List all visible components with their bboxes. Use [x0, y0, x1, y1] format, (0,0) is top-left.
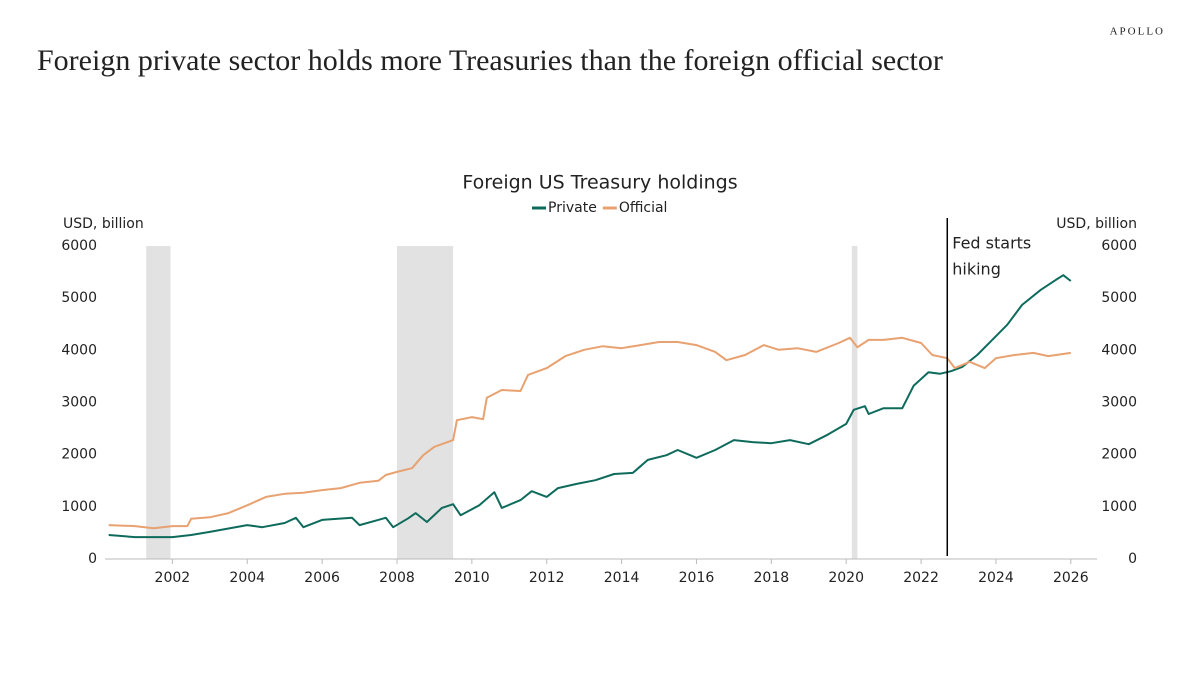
- annotation-text: Fed starts: [952, 234, 1031, 253]
- y-tick-label: 6000: [61, 238, 97, 254]
- y-tick-label: 3000: [61, 395, 97, 411]
- x-tick-label: 2012: [529, 570, 565, 586]
- shaded-period: [396, 246, 454, 559]
- series-line: [108, 336, 1071, 530]
- y-tick-label: 4000: [61, 342, 97, 358]
- chart-title: Foreign US Treasury holdings: [462, 172, 737, 194]
- y-tick-label: 1000: [61, 499, 97, 515]
- x-tick-label: 2006: [304, 570, 340, 586]
- x-tick-label: 2018: [754, 570, 790, 586]
- x-tick-label: 2024: [978, 570, 1014, 586]
- x-tick-label: 2002: [155, 570, 191, 586]
- y2-tick-label: 4000: [1101, 342, 1137, 358]
- y2-axis-label: USD, billion: [1056, 216, 1137, 232]
- headline: Foreign private sector holds more Treasu…: [37, 44, 943, 77]
- y2-tick-label: 3000: [1101, 395, 1137, 411]
- y-tick-label: 5000: [61, 290, 97, 306]
- x-tick-label: 2014: [604, 570, 640, 586]
- x-tick-label: 2008: [379, 570, 415, 586]
- x-tick-label: 2022: [903, 570, 939, 586]
- y2-tick-label: 0: [1128, 551, 1137, 567]
- y2-tick-label: 1000: [1101, 499, 1137, 515]
- y-tick-label: 2000: [61, 447, 97, 463]
- brand: APOLLO: [1110, 26, 1165, 38]
- y-tick-label: 0: [88, 551, 97, 567]
- y2-tick-label: 5000: [1101, 290, 1137, 306]
- legend-label: Private: [548, 200, 597, 216]
- shaded-period: [851, 246, 858, 559]
- x-tick-label: 2010: [454, 570, 490, 586]
- x-tick-label: 2016: [679, 570, 715, 586]
- x-tick-label: 2026: [1053, 570, 1089, 586]
- shaded-period: [146, 246, 171, 559]
- series-line: [108, 274, 1072, 539]
- x-tick-label: 2004: [229, 570, 265, 586]
- y-axis-label: USD, billion: [63, 216, 144, 232]
- legend-label: Official: [619, 200, 668, 216]
- y2-tick-label: 6000: [1101, 238, 1137, 254]
- x-tick-label: 2020: [828, 570, 864, 586]
- annotation-text: hiking: [952, 260, 1001, 279]
- y2-tick-label: 2000: [1101, 447, 1137, 463]
